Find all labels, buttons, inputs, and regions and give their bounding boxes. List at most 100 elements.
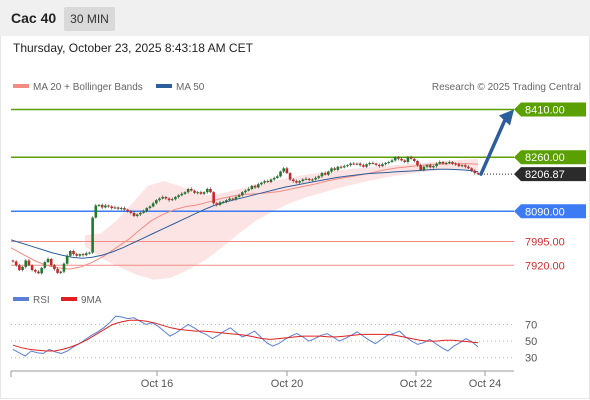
candle-body bbox=[174, 196, 177, 200]
candle-body bbox=[416, 161, 419, 166]
candle-body bbox=[425, 165, 429, 167]
candle-body bbox=[237, 195, 241, 197]
legend-swatch-rsi bbox=[13, 297, 29, 301]
candle-body bbox=[247, 189, 250, 191]
candle-body bbox=[295, 181, 298, 183]
candle-body bbox=[158, 198, 161, 201]
ma20-line bbox=[10, 163, 479, 270]
x-tick-label: Oct 20 bbox=[271, 378, 303, 390]
candle-body bbox=[406, 157, 410, 162]
candle-body bbox=[250, 185, 254, 189]
candle-body bbox=[104, 205, 107, 208]
legend-swatch-ma50 bbox=[156, 84, 172, 88]
candle-body bbox=[263, 181, 266, 183]
legend-label-ma50: MA 50 bbox=[176, 82, 205, 93]
level-labels: 8410.00 8260.00 8090.00 7995.00 7920.00 8206.… bbox=[514, 102, 586, 272]
instrument-title: Cac 40 bbox=[11, 10, 57, 26]
bollinger-bands bbox=[85, 158, 478, 280]
candle-body bbox=[317, 176, 321, 178]
candle-body bbox=[139, 212, 142, 215]
candle-body bbox=[467, 166, 470, 169]
candle-body bbox=[205, 189, 209, 193]
last-price-label: 8206.87 bbox=[525, 169, 565, 181]
candle-body bbox=[323, 173, 327, 175]
rsi-9ma-line bbox=[12, 319, 479, 352]
candle-body bbox=[397, 157, 400, 159]
x-tick-label: Oct 22 bbox=[400, 378, 432, 390]
candle-body bbox=[336, 166, 340, 170]
candle-body bbox=[342, 166, 346, 168]
candle-body bbox=[371, 162, 375, 164]
candle-body bbox=[285, 168, 289, 174]
level-lines bbox=[11, 108, 514, 266]
candle-body bbox=[53, 265, 56, 270]
candle-body bbox=[180, 193, 184, 196]
candle-body bbox=[368, 162, 372, 165]
timeframe-badge[interactable]: 30 MIN bbox=[64, 7, 115, 31]
candle-body bbox=[311, 179, 314, 181]
candle-body bbox=[413, 158, 416, 162]
candle-body bbox=[62, 263, 66, 272]
candle-body bbox=[260, 182, 263, 185]
candle-body bbox=[135, 214, 139, 217]
candle-body bbox=[403, 160, 407, 162]
candle-body bbox=[454, 163, 458, 165]
candle-body bbox=[142, 211, 145, 213]
candle-body bbox=[186, 189, 190, 193]
level-label-7995.00: 7995.00 bbox=[525, 236, 565, 248]
ma50-line bbox=[10, 168, 479, 259]
candle-body bbox=[346, 165, 349, 167]
candle-body bbox=[84, 253, 88, 256]
candle-body bbox=[365, 164, 368, 167]
candle-body bbox=[123, 208, 126, 210]
candle-body bbox=[37, 271, 40, 274]
candle-body bbox=[24, 260, 28, 267]
research-credit: Research © 2025 Trading Central bbox=[432, 82, 581, 93]
candle-body bbox=[428, 165, 432, 168]
candle-body bbox=[374, 163, 378, 165]
candle-body bbox=[288, 173, 292, 180]
last-price-tag bbox=[514, 167, 586, 182]
x-tick-label: Oct 16 bbox=[141, 378, 173, 390]
candle-body bbox=[282, 168, 286, 172]
candle-body bbox=[59, 271, 63, 273]
rsi-legend: RSI 9MA bbox=[13, 295, 102, 306]
candle-body bbox=[352, 163, 356, 165]
candle-body bbox=[40, 267, 43, 274]
candle-body bbox=[419, 165, 422, 170]
projection-arrow bbox=[479, 109, 514, 176]
candle-body bbox=[448, 161, 451, 163]
candle-body bbox=[225, 200, 228, 202]
level-label-8260.00: 8260.00 bbox=[525, 152, 565, 164]
candle-body bbox=[88, 252, 91, 254]
main-legend: MA 20 + Bollinger Bands MA 50 Research ©… bbox=[13, 82, 581, 93]
candle-body bbox=[441, 161, 445, 164]
candle-body bbox=[196, 192, 200, 194]
candle-body bbox=[355, 163, 359, 165]
candle-body bbox=[155, 200, 158, 204]
candle-body bbox=[107, 205, 110, 207]
candle-body bbox=[78, 254, 82, 256]
candle-body bbox=[126, 209, 129, 212]
rsi-tick-50: 50 bbox=[525, 336, 537, 348]
candle-body bbox=[393, 157, 397, 161]
candle-body bbox=[400, 158, 403, 161]
candle-body bbox=[145, 208, 149, 212]
candle-body bbox=[14, 261, 18, 266]
candle-body bbox=[349, 163, 352, 166]
candle-body bbox=[215, 203, 219, 205]
level-tag-8260.00 bbox=[514, 150, 586, 165]
candle-body bbox=[94, 205, 98, 218]
candle-body bbox=[161, 196, 164, 199]
candle-body bbox=[177, 195, 180, 197]
candle-body bbox=[113, 207, 117, 209]
candle-body bbox=[46, 258, 50, 263]
candle-body bbox=[330, 168, 333, 172]
header-bar: Cac 40 30 MIN bbox=[0, 0, 590, 36]
candle-body bbox=[116, 207, 120, 209]
candle-body bbox=[276, 176, 279, 178]
candle-body bbox=[228, 198, 231, 201]
candle-body bbox=[81, 254, 85, 256]
legend-label-rsi: RSI bbox=[33, 295, 50, 306]
candle-body bbox=[444, 162, 448, 164]
